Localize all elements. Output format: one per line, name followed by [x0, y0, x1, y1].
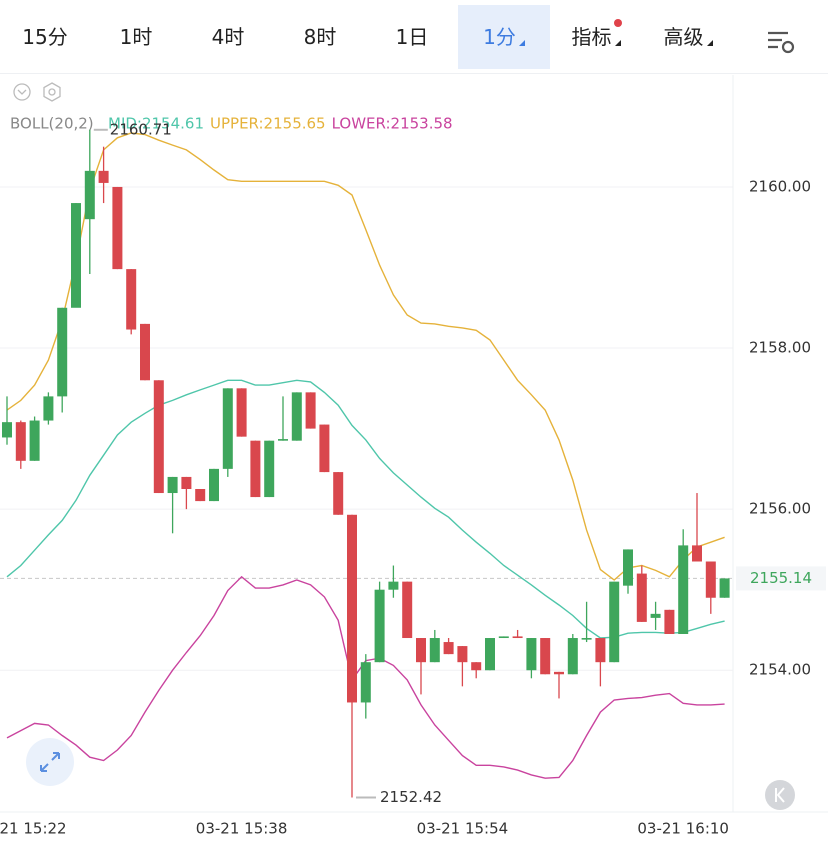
candle-body: [705, 561, 716, 598]
candle-body: [291, 392, 302, 441]
tab[interactable]: 1时: [119, 24, 153, 49]
candle-body: [112, 186, 123, 270]
candle-body: [650, 613, 661, 618]
scroll-latest-icon: [775, 787, 785, 803]
candle-body: [719, 578, 730, 598]
toolbar: 15分 1时 4时 8时 1日 1分 指标 高级: [0, 0, 828, 74]
tab-label: 高级: [663, 24, 704, 49]
candle-body: [485, 638, 495, 671]
candle-body: [678, 545, 689, 634]
y-tick-label: 2158.00: [749, 339, 811, 357]
candle-body: [15, 422, 26, 461]
expand-button[interactable]: [26, 738, 74, 786]
x-tick-label: 03-21 15:22: [0, 820, 67, 838]
x-tick-label: 03-21 15:38: [196, 820, 288, 838]
candle-body: [209, 468, 219, 502]
legend: MID:2154.61 UPPER:2155.65 LOWER:2153.58: [108, 115, 453, 133]
max-label: 2160.71: [110, 120, 172, 138]
candle-body: [167, 476, 178, 494]
tab[interactable]: 高级: [642, 5, 734, 69]
notification-dot: [614, 18, 622, 27]
indicator-name: BOLL(20,2): [10, 115, 94, 133]
candle-body: [278, 439, 288, 441]
collapse-icon[interactable]: [13, 83, 31, 101]
candle-body: [153, 380, 164, 494]
boll-line: [6, 379, 725, 639]
settings-icon-center: [48, 88, 56, 96]
chart-settings-icon[interactable]: [766, 27, 796, 57]
candle-body: [2, 422, 12, 438]
candle-body: [664, 609, 675, 634]
candle-body: [98, 170, 109, 183]
candle-body: [692, 545, 702, 562]
tab-label: 1分: [483, 24, 516, 49]
candle-body: [540, 638, 551, 675]
candle-body: [195, 489, 206, 502]
candle-body: [305, 392, 316, 429]
candle-body: [567, 638, 578, 675]
candle-body: [498, 636, 509, 639]
y-tick-label: 2154.00: [749, 661, 811, 679]
settings-icon[interactable]: [43, 82, 61, 102]
legend-entry: UPPER:2155.65: [210, 115, 326, 133]
candle-body: [526, 638, 537, 671]
candle-body: [609, 581, 620, 663]
candle-body: [43, 396, 54, 421]
candle-body: [471, 662, 482, 671]
candle-body: [388, 581, 399, 590]
tab[interactable]: 4时: [211, 24, 245, 49]
candle-body: [347, 514, 357, 703]
candle-body: [636, 573, 647, 622]
candle-body: [250, 440, 261, 498]
candle-body: [264, 440, 275, 498]
dropdown-marker: [706, 39, 713, 46]
legend-entry: LOWER:2153.58: [332, 115, 453, 133]
candle-body: [457, 646, 468, 663]
candle-body: [222, 388, 233, 469]
legend-entry: MID:2154.61: [108, 115, 204, 133]
candle-body: [360, 662, 371, 703]
candle-body: [443, 642, 454, 655]
candle-body: [333, 472, 344, 515]
candle-body: [57, 307, 68, 397]
candle-body: [512, 636, 523, 639]
candle-body: [71, 203, 81, 308]
last-price-tag: [736, 566, 826, 591]
min-label: 2152.42: [380, 788, 442, 806]
candle-body: [181, 476, 192, 490]
x-tick-label: 03-21 16:10: [637, 820, 729, 838]
y-tick-label: 2160.00: [749, 177, 811, 195]
dropdown-marker: [518, 39, 525, 46]
candle-body: [236, 388, 247, 437]
candle-body: [374, 589, 385, 663]
tab-label: 指标: [571, 24, 612, 49]
candle-body: [126, 269, 137, 330]
candle-body: [554, 671, 564, 675]
candle-body: [429, 638, 440, 663]
dropdown-marker: [614, 39, 621, 46]
collapse-chevron: [17, 89, 27, 95]
candle-body: [84, 170, 95, 220]
last-price-label: 2155.14: [750, 569, 812, 587]
candle-body: [595, 638, 606, 663]
tab[interactable]: 8时: [303, 24, 337, 49]
candle-body: [581, 638, 592, 640]
boll-line: [6, 132, 725, 581]
candle-body: [29, 420, 40, 461]
candle-body: [319, 424, 330, 473]
expand-icon: [40, 752, 60, 772]
candle-body: [416, 638, 426, 663]
tab[interactable]: 指标: [550, 5, 642, 69]
candle-body: [623, 549, 633, 586]
tab[interactable]: 1日: [395, 24, 429, 49]
candle-body: [402, 581, 413, 639]
scroll-latest-button[interactable]: [765, 780, 795, 810]
tab[interactable]: 15分: [22, 24, 68, 49]
x-tick-label: 03-21 15:54: [417, 820, 509, 838]
tab-active[interactable]: 1分: [458, 4, 550, 69]
y-tick-label: 2156.00: [749, 500, 811, 518]
candle-body: [140, 323, 150, 381]
